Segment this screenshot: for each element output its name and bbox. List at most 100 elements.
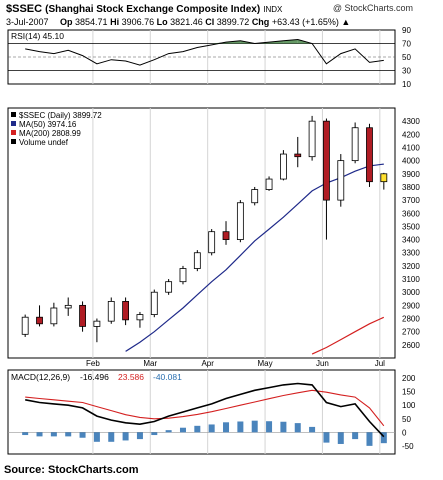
macd-histogram-bar: [151, 432, 158, 436]
candle-body: [193, 252, 201, 269]
price-legend-entry: $SSEC (Daily) 3899.72: [19, 111, 102, 120]
price-tick-label: 4300: [402, 117, 420, 126]
rsi-tick-label: 90: [402, 26, 411, 35]
macd-histogram-bar: [323, 432, 330, 443]
candle-body: [308, 120, 316, 158]
macd-line: [25, 382, 385, 438]
op-value: 3854.71: [75, 17, 108, 27]
lo-value: 3821.46: [170, 17, 203, 27]
macd-histogram-bar: [36, 432, 43, 437]
macd-histogram-bar: [223, 422, 230, 433]
macd-histogram-bar: [22, 432, 29, 436]
price-tick-label: 3100: [402, 275, 420, 284]
price-tick-label: 2900: [402, 301, 420, 310]
macd-legend-value: -16.496: [80, 372, 109, 382]
candle-body: [93, 320, 101, 327]
macd-tick-label: 0: [402, 428, 407, 437]
rsi-tick-label: 50: [402, 53, 411, 62]
candle-body: [208, 231, 216, 254]
price-tick-label: 2600: [402, 341, 420, 350]
rsi-tick-label: 10: [402, 80, 411, 89]
macd-tick-label: 50: [402, 415, 411, 424]
candle-body: [280, 153, 287, 180]
macd-histogram-bar: [266, 421, 273, 433]
candle-body: [21, 316, 29, 335]
macd-histogram-bar: [337, 432, 344, 444]
hi-value: 3906.76: [121, 17, 155, 27]
macd-panel: [7, 369, 396, 455]
candle-body: [165, 281, 173, 293]
candle-body: [136, 314, 144, 321]
price-tick-label: 3400: [402, 236, 420, 245]
price-tick-label: 3200: [402, 262, 420, 271]
macd-histogram-bar: [108, 432, 115, 442]
price-tick-label: 3500: [402, 222, 420, 231]
price-tick-label: 3000: [402, 288, 420, 297]
macd-histogram-bar: [366, 432, 373, 446]
price-tick-label: 3900: [402, 170, 420, 179]
chart-title: $SSEC (Shanghai Stock Exchange Composite…: [6, 3, 282, 15]
price-tick-label: 3300: [402, 249, 420, 258]
macd-histogram-bar: [65, 432, 72, 437]
price-legend-swatch: [11, 130, 16, 135]
month-tick-label: Jul: [375, 359, 385, 368]
candle-body: [79, 304, 86, 327]
macd-tick-label: 200: [402, 374, 416, 383]
macd-histogram-bar: [165, 430, 172, 433]
price-tick-label: 3600: [402, 209, 420, 218]
macd-tick-label: 100: [402, 401, 416, 410]
candle-body: [107, 301, 115, 322]
candle-body: [366, 127, 373, 183]
price-panel: [7, 107, 396, 359]
macd-histogram-bar: [208, 424, 215, 433]
macd-histogram-bar: [122, 432, 129, 441]
price-legend-swatch: [11, 139, 16, 144]
brand-watermark: @ StockCharts.com: [332, 3, 413, 13]
macd-histogram-bar: [194, 425, 201, 433]
macd-histogram-bar: [352, 432, 359, 440]
cl-label: Cl: [205, 17, 215, 27]
candle-body: [122, 301, 129, 321]
macd-histogram-bar: [380, 432, 387, 444]
chg-label: Chg: [251, 17, 270, 27]
candle-body: [222, 231, 230, 240]
hi-label: Hi: [110, 17, 120, 27]
macd-histogram-bar: [294, 423, 301, 433]
macd-tick-label: -50: [402, 442, 414, 451]
macd-histogram-bar: [280, 421, 287, 433]
cl-value: 3899.72: [216, 17, 250, 27]
candle-body: [337, 160, 345, 201]
candle-body: [323, 120, 330, 201]
month-tick-label: Apr: [201, 359, 214, 368]
index-name: (Shanghai Stock Exchange Composite Index…: [45, 4, 261, 15]
op-label: Op: [60, 17, 73, 27]
candle-body: [179, 268, 187, 283]
rsi-panel: [7, 29, 396, 85]
exchange: INDX: [263, 5, 283, 14]
macd-legend-title: MACD(12,26,9): [11, 372, 70, 382]
month-tick-label: May: [257, 359, 272, 368]
candle-body: [236, 202, 244, 240]
chg-value: +63.43 (+1.65%): [271, 17, 339, 27]
month-tick-label: Jun: [316, 359, 329, 368]
macd-histogram-bar: [309, 426, 316, 433]
macd-histogram-bar: [93, 432, 100, 442]
candle-body: [351, 127, 359, 162]
price-legend-swatch: [11, 121, 16, 126]
macd-legend-signal: 23.586: [118, 372, 144, 382]
candle-body: [265, 178, 273, 190]
candle-body: [36, 316, 43, 325]
price-legend-entry: MA(50) 3974.16: [19, 120, 77, 129]
candle-body: [64, 304, 72, 309]
rsi-tick-label: 70: [402, 40, 411, 49]
candle-body: [294, 153, 302, 158]
price-legend-entry: Volume undef: [19, 138, 69, 147]
price-tick-label: 4100: [402, 143, 420, 152]
macd-histogram-bar: [136, 432, 143, 440]
rsi-legend: RSI(14) 45.10: [11, 31, 64, 41]
price-legend-swatch: [11, 112, 16, 117]
month-tick-label: Mar: [143, 359, 157, 368]
price-tick-label: 3700: [402, 196, 420, 205]
price-tick-label: 4200: [402, 130, 420, 139]
